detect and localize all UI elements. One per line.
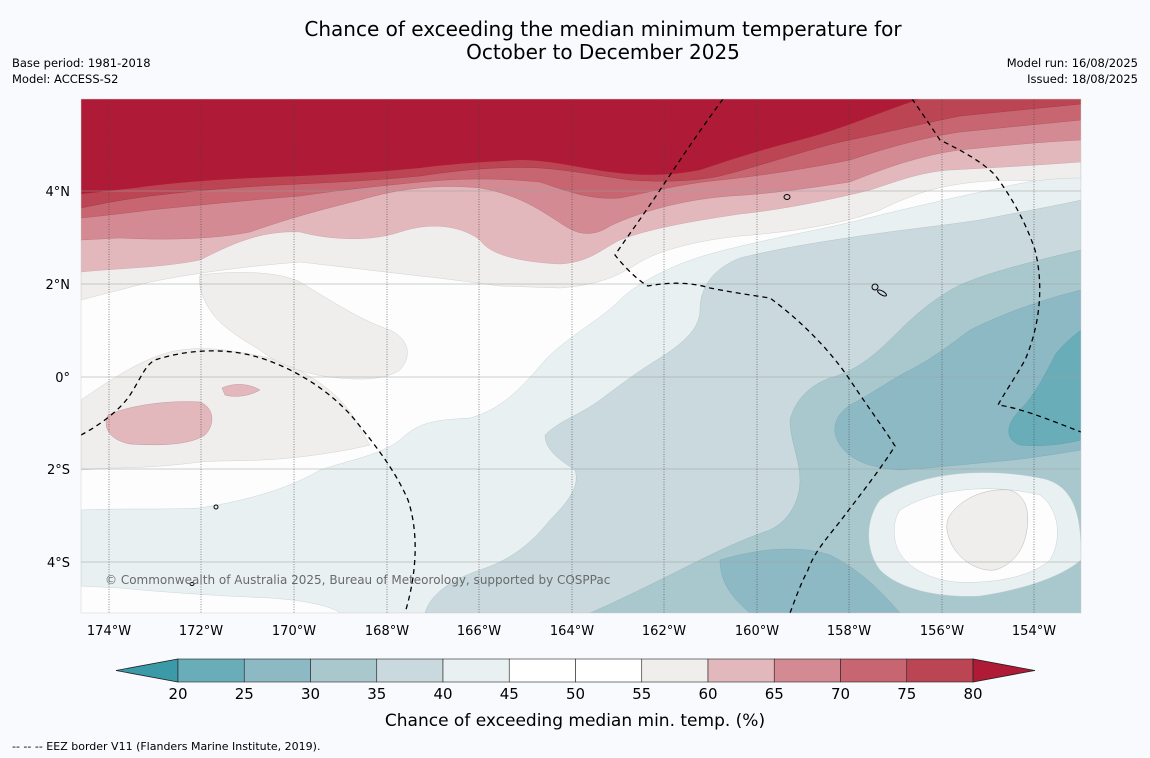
meridian-lines — [108, 99, 1035, 613]
latitude-labels: 4°N 2°N 0° 2°S 4°S — [46, 185, 71, 571]
eez-borders — [81, 99, 1081, 613]
lon-label: 160°W — [735, 624, 779, 639]
base-period: Base period: 1981-2018 — [12, 56, 151, 70]
colorbar-segment — [840, 658, 908, 683]
islands — [189, 194, 887, 586]
grid-lines — [81, 190, 1081, 563]
lon-label: 168°W — [365, 624, 409, 639]
lon-label: 162°W — [642, 624, 686, 639]
colorbar-segment — [641, 658, 709, 683]
lon-label: 158°W — [827, 624, 871, 639]
colorbar-segment — [773, 658, 841, 683]
lon-label: 166°W — [457, 624, 501, 639]
patch-60-65-small — [221, 384, 261, 397]
colorbar-extend-low — [115, 658, 179, 683]
lon-label: 164°W — [550, 624, 594, 639]
colorbar-tick-label: 75 — [897, 685, 916, 703]
colorbar-tick-label: 20 — [168, 685, 187, 703]
colorbar-segment — [310, 658, 378, 683]
lat-label: 0° — [55, 371, 70, 386]
lon-label: 156°W — [920, 624, 964, 639]
colorbar-segment — [906, 658, 974, 683]
map-figure: © Commonwealth of Australia 2025, Bureau… — [46, 98, 1082, 731]
colorbar-tick-label: 55 — [632, 685, 651, 703]
lon-label: 172°W — [179, 624, 223, 639]
model-run: Model run: 16/08/2025 — [1006, 56, 1138, 70]
meta-left: Base period: 1981-2018 Model: ACCESS-S2 — [12, 55, 151, 87]
colorbar-tick-label: 40 — [433, 685, 452, 703]
lon-label: 174°W — [87, 624, 131, 639]
colorbar-tick-label: 60 — [698, 685, 717, 703]
patch-60-65-west — [105, 401, 213, 446]
band-25-30-south — [719, 548, 901, 613]
colorbar-segment — [508, 658, 576, 683]
lon-label: 170°W — [272, 624, 316, 639]
colorbar-segment — [707, 658, 775, 683]
colorbar-segment — [243, 658, 311, 683]
colorbar-label: Chance of exceeding median min. temp. (%… — [385, 711, 765, 731]
issued-date: Issued: 18/08/2025 — [1027, 72, 1138, 86]
map-field — [81, 99, 1081, 613]
meta-right: Model run: 16/08/2025 Issued: 18/08/2025 — [1007, 55, 1138, 87]
colorbar-tick-label: 70 — [831, 685, 850, 703]
colorbar-tick-label: 35 — [367, 685, 386, 703]
colorbar-segment — [442, 658, 510, 683]
footer-note: -- -- -- EEZ border V11 (Flanders Marine… — [12, 740, 321, 753]
lon-label: 154°W — [1012, 624, 1056, 639]
colorbar-tick-label: 65 — [765, 685, 784, 703]
map-frame — [80, 98, 1082, 614]
eddy-55-60 — [946, 489, 1028, 571]
colorbar-tick-label: 25 — [235, 685, 254, 703]
title-line-2: October to December 2025 — [466, 40, 740, 64]
colorbar-segment — [376, 658, 444, 683]
colorbar-tick-label: 50 — [566, 685, 585, 703]
title-line-1: Chance of exceeding the median minimum t… — [304, 17, 902, 41]
lat-label: 2°N — [46, 278, 71, 293]
lat-label: 2°S — [47, 463, 70, 478]
copyright-text: © Commonwealth of Australia 2025, Bureau… — [105, 573, 610, 587]
colorbar-segment — [575, 658, 643, 683]
colorbar: 20 25 30 35 40 45 50 55 60 65 70 75 80 — [115, 658, 1036, 703]
chart-title: Chance of exceeding the median minimum t… — [0, 18, 1150, 64]
colorbar-segment — [177, 658, 245, 683]
colorbar-tick-label: 80 — [963, 685, 982, 703]
band-over-80 — [81, 99, 920, 194]
model-name: Model: ACCESS-S2 — [12, 72, 119, 86]
lat-label: 4°S — [47, 556, 70, 571]
colorbar-tick-label: 30 — [301, 685, 320, 703]
patch-55-60-central — [199, 272, 408, 380]
colorbar-extend-high — [972, 658, 1036, 683]
longitude-labels: 174°W 172°W 170°W 168°W 166°W 164°W 162°… — [87, 624, 1056, 639]
lat-label: 4°N — [46, 185, 71, 200]
colorbar-tick-label: 45 — [500, 685, 519, 703]
